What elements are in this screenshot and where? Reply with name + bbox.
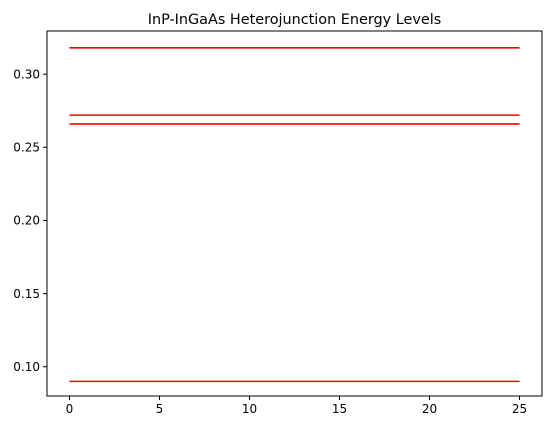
plot-frame [46, 30, 543, 397]
x-tick-label-0: 0 [66, 402, 74, 416]
x-tick-label-10: 10 [242, 402, 257, 416]
y-tick-label-0.15: 0.15 [13, 287, 40, 301]
chart-title: InP-InGaAs Heterojunction Energy Levels [148, 12, 441, 28]
x-tick-label-15: 15 [332, 402, 347, 416]
x-tick-label-25: 25 [512, 402, 527, 416]
x-axis: 0 5 10 15 20 25 [66, 396, 527, 416]
x-tick-label-20: 20 [422, 402, 437, 416]
series-layer [69, 47, 520, 383]
y-tick-label-0.25: 0.25 [13, 141, 40, 155]
y-tick-label-0.20: 0.20 [13, 214, 40, 228]
y-tick-label-0.10: 0.10 [13, 360, 40, 374]
x-tick-label-5: 5 [156, 402, 164, 416]
y-tick-label-0.30: 0.30 [13, 67, 40, 81]
y-axis: 0.10 0.15 0.20 0.25 0.30 [13, 67, 47, 374]
